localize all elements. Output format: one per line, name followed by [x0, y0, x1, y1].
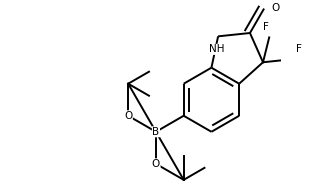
Text: NH: NH [209, 44, 225, 54]
Text: B: B [152, 127, 160, 137]
Text: F: F [263, 22, 269, 31]
Text: O: O [124, 111, 132, 121]
Text: F: F [296, 44, 302, 54]
Text: O: O [152, 159, 160, 169]
Text: O: O [272, 3, 280, 13]
